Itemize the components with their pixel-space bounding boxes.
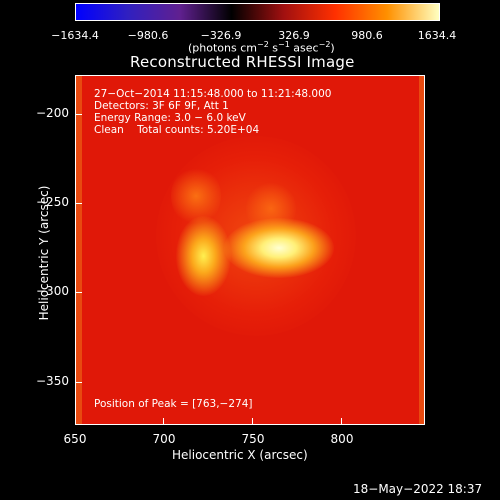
colorbar-tick-label: −1634.4: [51, 29, 99, 42]
x-tick-label: 800: [330, 432, 354, 446]
x-axis-label: Heliocentric X (arcsec): [172, 448, 308, 462]
info-time-range: 27−Oct−2014 11:15:48.000 to 11:21:48.000: [94, 88, 332, 100]
plot-title: Reconstructed RHESSI Image: [130, 53, 355, 71]
info-peak-position: Position of Peak = [763,−274]: [94, 398, 253, 410]
info-detectors: Detectors: 3F 6F 9F, Att 1: [94, 100, 229, 112]
x-tick-label: 750: [241, 432, 265, 446]
y-axis-label: Heliocentric Y (arcsec): [37, 185, 51, 321]
y-tick-label: −350: [36, 374, 69, 388]
colorbar: [75, 3, 440, 21]
x-tick-label: 650: [63, 432, 87, 446]
colorbar-tick-label: −980.6: [127, 29, 169, 42]
footer-timestamp: 18−May−2022 18:37: [353, 482, 483, 496]
solar-image-plot: 27−Oct−2014 11:15:48.000 to 11:21:48.000…: [75, 75, 425, 425]
x-tick-label: 700: [152, 432, 176, 446]
info-algorithm-counts: Clean Total counts: 5.20E+04: [94, 124, 260, 136]
y-tick-label: −250: [36, 195, 69, 209]
emission-source-peak: [224, 218, 334, 278]
colorbar-tick-label: 980.6: [351, 29, 383, 42]
info-energy-range: Energy Range: 3.0 − 6.0 keV: [94, 112, 246, 124]
colorbar-tick-label: −326.9: [200, 29, 242, 42]
image-left-edge: [76, 76, 82, 424]
solar-image: [76, 76, 424, 424]
colorbar-tick-label: 326.9: [278, 29, 310, 42]
colorbar-tick-label: 1634.4: [417, 29, 457, 42]
image-right-edge: [419, 76, 424, 424]
emission-source-left: [176, 216, 231, 296]
y-tick-label: −200: [36, 106, 69, 120]
colorbar-units: (photons cm−2 s−1 asec−2): [188, 40, 335, 55]
emission-source-upper-left: [171, 166, 221, 226]
y-tick-label: −300: [36, 284, 69, 298]
